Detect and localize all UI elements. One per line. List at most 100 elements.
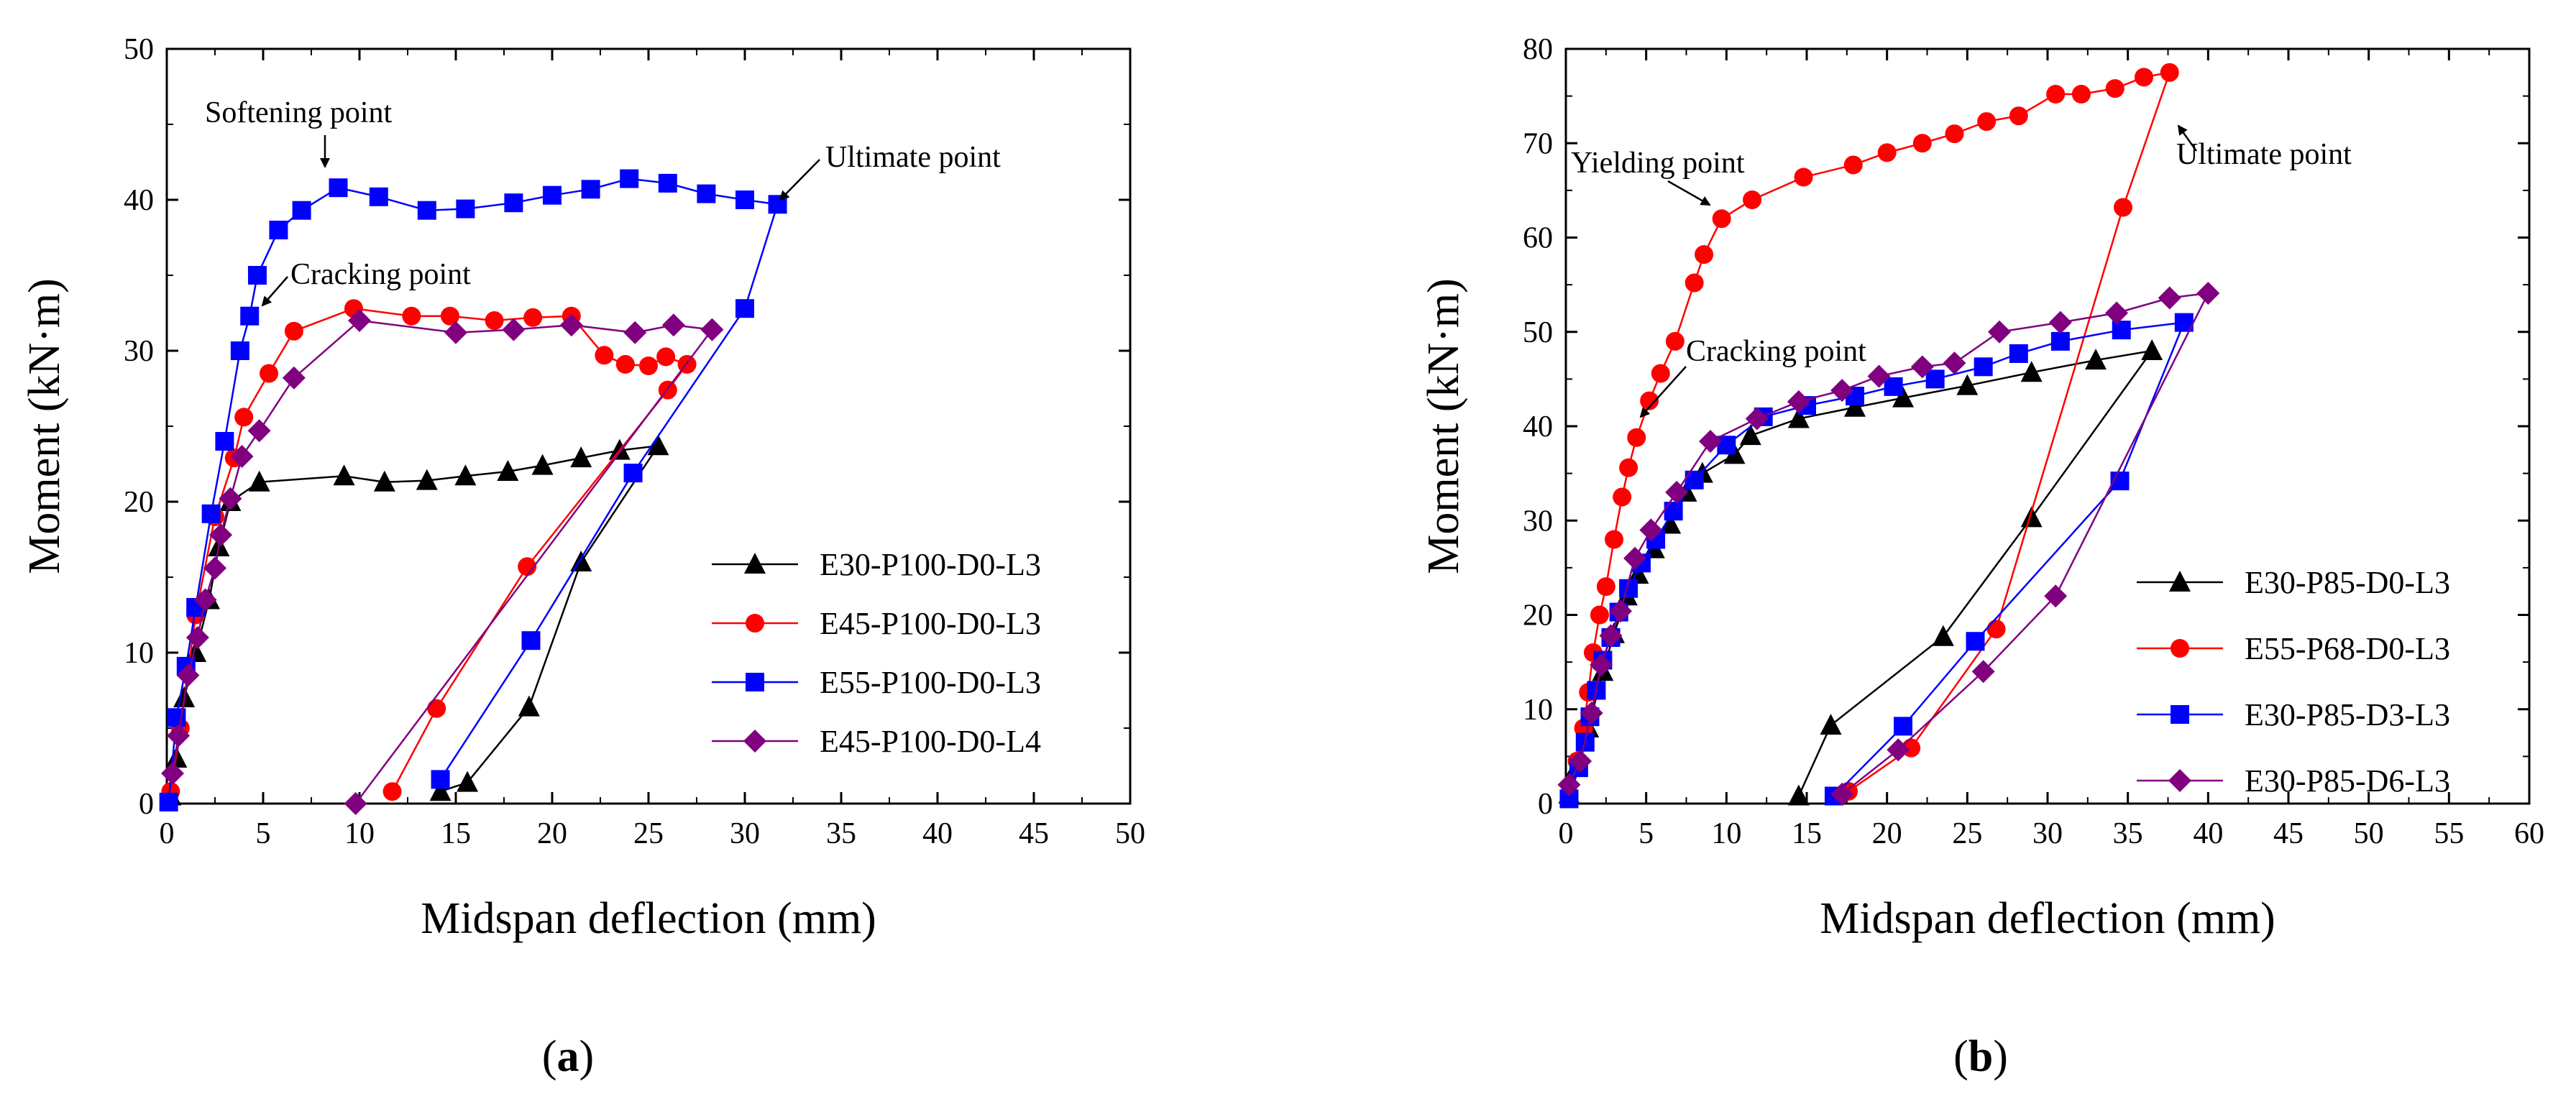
data-point (373, 470, 395, 492)
x-tick-label: 55 (2434, 817, 2464, 850)
data-point (502, 318, 526, 341)
data-point (2196, 281, 2220, 305)
data-point (647, 434, 669, 456)
y-tick-label: 60 (1523, 222, 1553, 255)
data-point (1910, 355, 1934, 379)
data-point (1699, 430, 1722, 453)
legend-label: E30-P100-D0-L3 (820, 547, 1041, 582)
legend-marker (2169, 571, 2191, 592)
y-tick-label: 50 (1523, 316, 1553, 349)
annotation-label: Ultimate point (825, 141, 1001, 174)
data-point (2160, 63, 2179, 82)
data-point (485, 311, 504, 330)
data-point (2044, 584, 2068, 608)
series-3 (159, 169, 787, 811)
data-point (504, 193, 523, 213)
data-point (444, 321, 467, 344)
y-tick-label: 30 (1523, 505, 1553, 538)
data-point (1596, 577, 1615, 597)
data-point (209, 523, 233, 547)
data-point (518, 695, 540, 717)
data-point (1665, 331, 1685, 351)
data-point (1608, 599, 1632, 623)
x-tick-label: 20 (1872, 817, 1902, 850)
data-point (1966, 632, 1985, 651)
legend-marker (743, 730, 766, 753)
data-point (402, 306, 421, 326)
data-point (161, 762, 185, 785)
y-axis-title: Moment (kN·m) (20, 278, 69, 574)
legend-label: E45-P100-D0-L3 (820, 606, 1041, 641)
data-point (1787, 784, 1810, 806)
data-point (1640, 391, 1659, 410)
annotation-label: Ultimate point (2176, 138, 2352, 171)
data-point (1830, 782, 1854, 806)
data-point (348, 309, 371, 332)
data-point (1867, 364, 1891, 388)
data-point (2113, 198, 2132, 217)
data-point (219, 487, 242, 510)
data-point (1695, 245, 1714, 265)
data-point (333, 464, 355, 486)
data-point (2105, 301, 2129, 325)
data-point (427, 699, 446, 718)
data-point (1894, 717, 1912, 736)
x-tick-label: 35 (826, 817, 856, 850)
data-point (457, 771, 479, 792)
y-axis-title: Moment (kN·m) (1419, 278, 1468, 574)
data-point (1892, 386, 1914, 408)
data-point (2141, 339, 2163, 360)
data-point (1685, 273, 1704, 293)
x-tick-label: 35 (2113, 817, 2143, 850)
data-point (1619, 458, 1638, 477)
data-point (2085, 349, 2107, 370)
x-tick-label: 60 (2514, 817, 2544, 850)
data-point (230, 341, 249, 360)
data-point (269, 221, 288, 239)
data-point (570, 446, 592, 468)
data-point (1605, 530, 1623, 549)
data-point (623, 321, 647, 344)
data-point (230, 445, 254, 468)
data-point (768, 195, 787, 214)
data-point (248, 470, 270, 492)
annotation-label: Cracking point (1686, 335, 1866, 368)
data-point (1830, 379, 1854, 403)
chart-panel-1: 0 5 10 15 20 25 30 35 40 45 50 0 10 20 30 40 50 Midspan d… (20, 33, 1145, 1081)
data-point (1613, 487, 1632, 507)
data-point (247, 266, 267, 285)
x-tick-label: 30 (2032, 817, 2063, 850)
data-point (523, 308, 543, 327)
data-point (1659, 512, 1682, 534)
y-tick-label: 0 (1538, 788, 1553, 821)
data-point (260, 364, 279, 383)
series-line (1568, 71, 2171, 795)
data-point (1820, 714, 1842, 735)
x-tick-label: 10 (1711, 817, 1741, 850)
data-point (1627, 428, 1646, 447)
y-tick-label: 30 (124, 335, 154, 368)
x-tick-label: 5 (1638, 817, 1654, 850)
data-point (2020, 506, 2043, 528)
data-point (735, 299, 754, 318)
data-point (543, 185, 562, 205)
annotation-arrow (1639, 366, 1687, 418)
data-point (1844, 395, 1866, 417)
x-tick-label: 50 (1115, 817, 1145, 850)
legend-label: E55-P100-D0-L3 (820, 665, 1041, 700)
x-axis-title: Midspan deflection (mm) (421, 894, 876, 943)
data-point (201, 504, 221, 523)
data-point (2046, 85, 2066, 104)
data-point (1977, 112, 1997, 132)
legend-marker (2168, 769, 2191, 792)
annotation-arrow (1667, 180, 1711, 206)
data-point (1943, 351, 1966, 375)
series-line (170, 307, 689, 792)
data-point (416, 469, 438, 490)
data-point (658, 173, 677, 193)
data-point (497, 460, 519, 481)
data-point (1877, 143, 1897, 162)
data-point (570, 551, 592, 571)
x-axis-title: Midspan deflection (mm) (1820, 894, 2275, 943)
